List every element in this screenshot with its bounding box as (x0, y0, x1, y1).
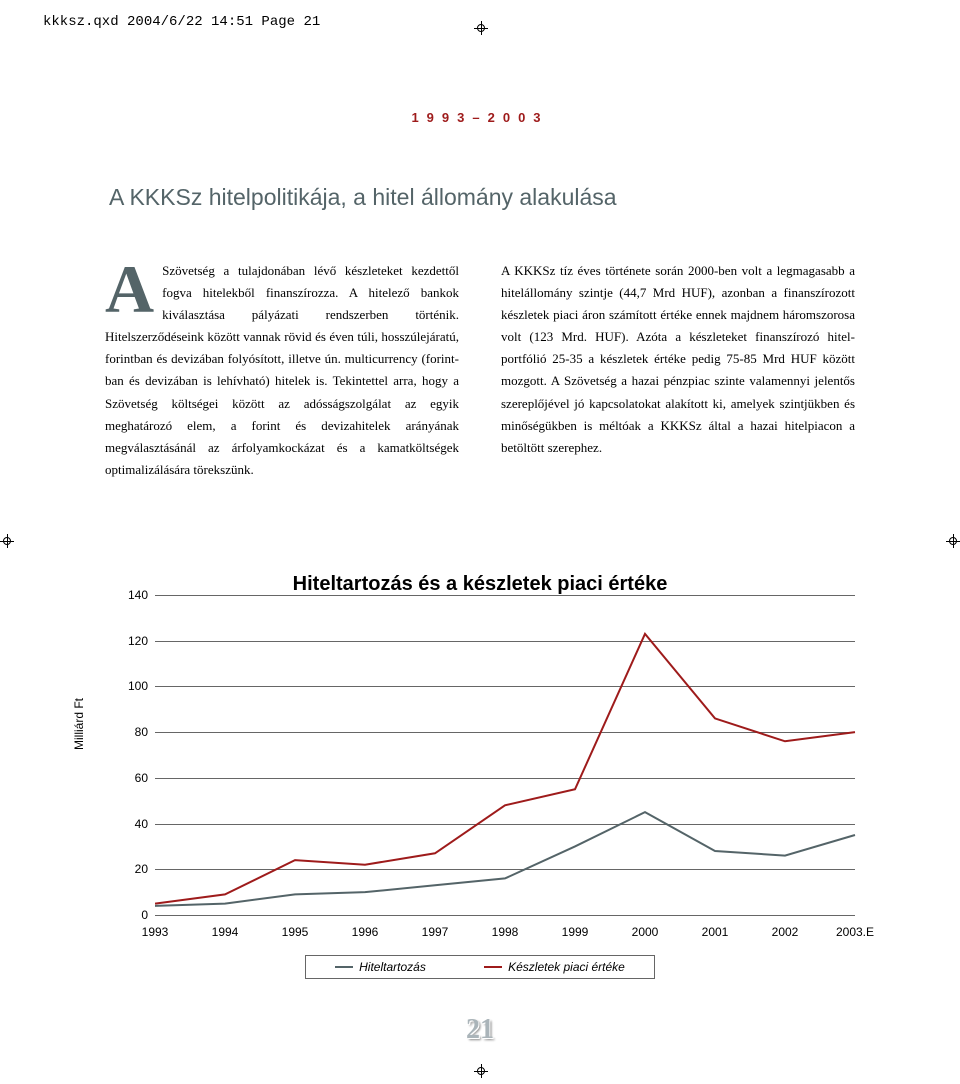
chart-xtick: 1998 (480, 925, 530, 939)
chart-xtick: 1999 (550, 925, 600, 939)
chart-ytick: 60 (118, 771, 148, 785)
chart-ytick: 100 (118, 679, 148, 693)
legend-swatch-1 (335, 966, 353, 968)
left-column: A Szövetség a tulajdonában lévő készlete… (105, 260, 459, 481)
chart-ytick: 120 (118, 634, 148, 648)
crop-mark-icon (474, 1064, 488, 1078)
chart-ytick: 40 (118, 817, 148, 831)
chart-xtick: 1996 (340, 925, 390, 939)
crop-mark-icon (0, 534, 14, 548)
chart-series-line (155, 634, 855, 904)
chart-plot-area (155, 595, 857, 915)
chart-xtick: 2001 (690, 925, 740, 939)
chart-ytick: 80 (118, 725, 148, 739)
right-para-text: A KKKSz tíz éves története során 2000-be… (501, 263, 855, 455)
chart-xtick: 1993 (130, 925, 180, 939)
chart-series-line (155, 812, 855, 906)
date-range: 1993–2003 (0, 110, 960, 125)
chart-gridline (155, 915, 855, 916)
legend-label-1: Hiteltartozás (359, 960, 426, 974)
page-number: 21 (466, 1014, 494, 1045)
chart-xtick: 1995 (270, 925, 320, 939)
chart-ytick: 140 (118, 588, 148, 602)
crop-mark-icon (946, 534, 960, 548)
dropcap: A (105, 264, 154, 315)
chart-xtick: 2003.E (830, 925, 880, 939)
chart-ytick: 0 (118, 908, 148, 922)
chart-ylabel: Milliárd Ft (72, 698, 86, 750)
left-para-text: Szövetség a tulajdonában lévő készleteke… (105, 263, 459, 477)
legend-item-2: Készletek piaci értéke (484, 960, 625, 974)
right-column: A KKKSz tíz éves története során 2000-be… (501, 260, 855, 481)
crop-mark-icon (474, 21, 488, 35)
chart-legend: Hiteltartozás Készletek piaci értéke (305, 955, 655, 979)
file-meta-header: kkksz.qxd 2004/6/22 14:51 Page 21 (43, 14, 320, 30)
page-number-wrap: 21 (0, 1014, 960, 1046)
chart-xtick: 1994 (200, 925, 250, 939)
chart-xtick: 1997 (410, 925, 460, 939)
section-title: A KKKSz hitelpolitikája, a hitel állomán… (109, 184, 617, 211)
body-columns: A Szövetség a tulajdonában lévő készlete… (105, 260, 855, 481)
chart-xtick: 2000 (620, 925, 670, 939)
legend-swatch-2 (484, 966, 502, 968)
chart-xtick: 2002 (760, 925, 810, 939)
legend-item-1: Hiteltartozás (335, 960, 426, 974)
legend-label-2: Készletek piaci értéke (508, 960, 625, 974)
chart-ytick: 20 (118, 862, 148, 876)
